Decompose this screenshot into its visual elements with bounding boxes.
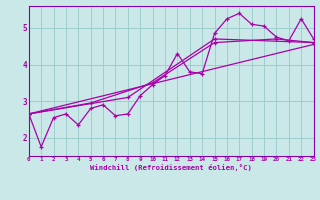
X-axis label: Windchill (Refroidissement éolien,°C): Windchill (Refroidissement éolien,°C)	[90, 164, 252, 171]
